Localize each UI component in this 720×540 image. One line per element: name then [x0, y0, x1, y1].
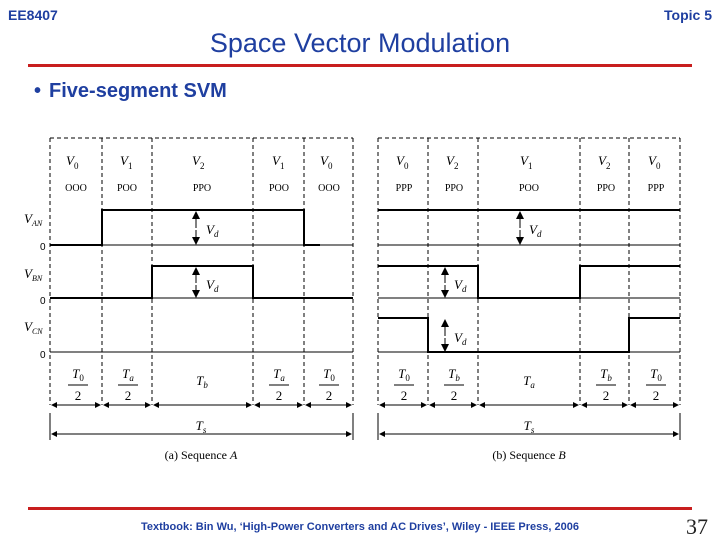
time-denominator: 2 [603, 388, 610, 403]
vector-label: V0 [396, 153, 409, 171]
vd-arrows [192, 211, 524, 352]
switching-state: PPP [396, 183, 413, 194]
time-numerator: T0 [650, 366, 662, 383]
time-denominator: 2 [125, 388, 132, 403]
switching-state: PPO [445, 183, 463, 194]
zero-label: 0 [40, 296, 46, 307]
waveform-vbn-b [378, 265, 680, 299]
footer-divider [28, 507, 692, 510]
time-denominator: 2 [326, 388, 333, 403]
switching-state: PPO [193, 183, 211, 194]
time-label: Ta [523, 373, 535, 390]
period-label: Ts [196, 418, 207, 435]
time-numerator: Tb [600, 366, 612, 383]
zero-label: 0 [40, 242, 46, 253]
caption-sequence-b: (b) Sequence B [492, 448, 566, 462]
time-numerator: Ta [122, 366, 134, 383]
waveform-vbn-a [50, 265, 353, 299]
switching-state: POO [269, 183, 289, 194]
vector-label: V2 [446, 153, 458, 171]
switching-state: POO [117, 183, 137, 194]
vector-label: V2 [192, 153, 204, 171]
vd-label: Vd [529, 222, 542, 239]
vector-label: V2 [598, 153, 610, 171]
bullet-text: Five-segment SVM [49, 80, 227, 102]
time-denominator: 2 [653, 388, 660, 403]
bullet-marker: • [34, 80, 42, 102]
waveform-van-a [50, 209, 320, 246]
footer-citation: Textbook: Bin Wu, ‘High-Power Converters… [141, 521, 579, 533]
time-numerator: T0 [323, 366, 335, 383]
switching-state: OOO [318, 183, 340, 194]
bullet-item: • Five-segment SVM [34, 80, 227, 103]
vd-label: Vd [206, 222, 219, 239]
time-numerator: T0 [398, 366, 410, 383]
vector-label: V1 [120, 153, 132, 171]
vbn-label: VBN [24, 266, 43, 283]
time-numerator: Tb [448, 366, 460, 383]
vector-label: V0 [320, 153, 333, 171]
time-denominator: 2 [451, 388, 458, 403]
vd-label: Vd [454, 277, 467, 294]
slide-title: Space Vector Modulation [209, 28, 511, 58]
time-label: Tb [196, 373, 208, 390]
vector-label: V0 [648, 153, 661, 171]
vcn-label: VCN [24, 319, 43, 336]
zero-label: 0 [40, 350, 46, 361]
vector-label: V0 [66, 153, 79, 171]
switching-waveforms [50, 209, 680, 353]
vd-label: Vd [454, 330, 467, 347]
course-code: EE8407 [8, 7, 58, 23]
time-numerator: T0 [72, 366, 84, 383]
time-denominator: 2 [75, 388, 82, 403]
switching-state: POO [519, 183, 539, 194]
period-arrows [49, 413, 681, 440]
switching-state: PPO [597, 183, 615, 194]
topic-label: Topic 5 [664, 7, 712, 23]
caption-sequence-a: (a) Sequence A [165, 448, 238, 462]
time-denominator: 2 [276, 388, 283, 403]
time-denominator: 2 [401, 388, 408, 403]
vd-label: Vd [206, 277, 219, 294]
switching-state: OOO [65, 183, 87, 194]
vector-label: V1 [520, 153, 532, 171]
period-label: Ts [524, 418, 535, 435]
van-label: VAN [24, 211, 43, 228]
waveform-vcn-b [378, 317, 680, 353]
page-number: 37 [686, 514, 708, 539]
switching-state: PPP [648, 183, 665, 194]
vector-label: V1 [272, 153, 284, 171]
time-numerator: Ta [273, 366, 285, 383]
segment-boundaries [49, 137, 681, 405]
title-divider [28, 64, 692, 67]
